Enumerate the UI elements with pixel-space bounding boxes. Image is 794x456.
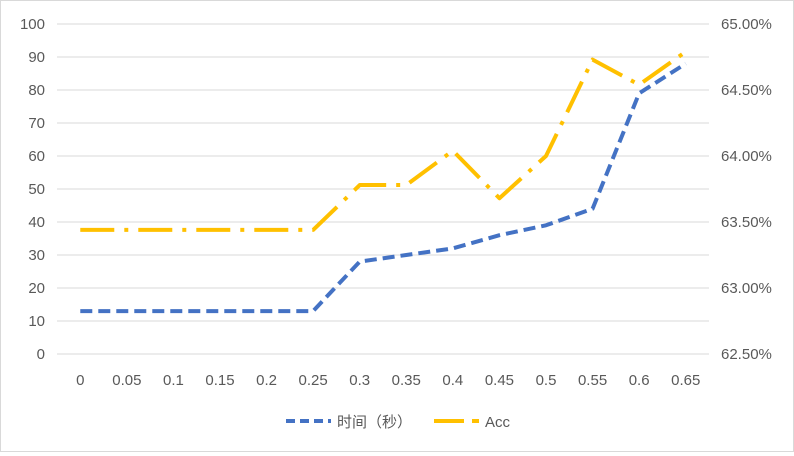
x-axis-tick-label: 0.45 — [485, 372, 514, 389]
right-axis-tick-label: 65.00% — [721, 16, 772, 33]
gridlines — [57, 24, 709, 354]
x-axis-tick-label: 0.3 — [349, 372, 370, 389]
left-axis-tick-label: 40 — [28, 214, 45, 231]
legend: 时间（秒） Acc — [286, 414, 511, 431]
x-axis-tick-label: 0.5 — [536, 372, 557, 389]
left-axis-tick-label: 30 — [28, 247, 45, 264]
x-axis-tick-label: 0.1 — [163, 372, 184, 389]
series-line-0 — [80, 64, 685, 312]
x-axis-tick-label: 0.55 — [578, 372, 607, 389]
x-axis-tick-label: 0.6 — [629, 372, 650, 389]
legend-label-time: 时间（秒） — [337, 414, 412, 431]
left-axis-tick-label: 10 — [28, 313, 45, 330]
left-axis-tick-label: 100 — [20, 16, 45, 33]
right-axis-tick-label: 64.50% — [721, 82, 772, 99]
left-axis-tick-label: 70 — [28, 115, 45, 132]
x-axis-tick-label: 0.05 — [112, 372, 141, 389]
right-axis-tick-labels: 62.50% 63.00% 63.50% 64.00% 64.50% 65.00% — [721, 16, 772, 363]
left-axis-tick-label: 20 — [28, 280, 45, 297]
left-axis-tick-label: 90 — [28, 49, 45, 66]
x-axis-tick-labels: 0 0.05 0.1 0.15 0.2 0.25 0.3 0.35 0.4 0.45 0.5 0.55… — [76, 372, 700, 389]
left-axis-tick-label: 0 — [37, 346, 45, 363]
left-axis-tick-labels: 0 10 20 30 40 50 60 70 80 90 100 — [20, 16, 45, 363]
x-axis-tick-label: 0.2 — [256, 372, 277, 389]
right-axis-tick-label: 63.00% — [721, 280, 772, 297]
x-axis-tick-label: 0.15 — [205, 372, 234, 389]
legend-label-acc: Acc — [485, 414, 511, 431]
right-axis-tick-label: 62.50% — [721, 346, 772, 363]
x-axis-tick-label: 0 — [76, 372, 84, 389]
x-axis-tick-label: 0.4 — [442, 372, 463, 389]
x-axis-tick-label: 0.65 — [671, 372, 700, 389]
x-axis-tick-label: 0.35 — [392, 372, 421, 389]
series-lines — [80, 52, 685, 311]
x-axis-tick-label: 0.25 — [299, 372, 328, 389]
right-axis-tick-label: 63.50% — [721, 214, 772, 231]
left-axis-tick-label: 50 — [28, 181, 45, 198]
right-axis-tick-label: 64.00% — [721, 148, 772, 165]
left-axis-tick-label: 80 — [28, 82, 45, 99]
left-axis-tick-label: 60 — [28, 148, 45, 165]
